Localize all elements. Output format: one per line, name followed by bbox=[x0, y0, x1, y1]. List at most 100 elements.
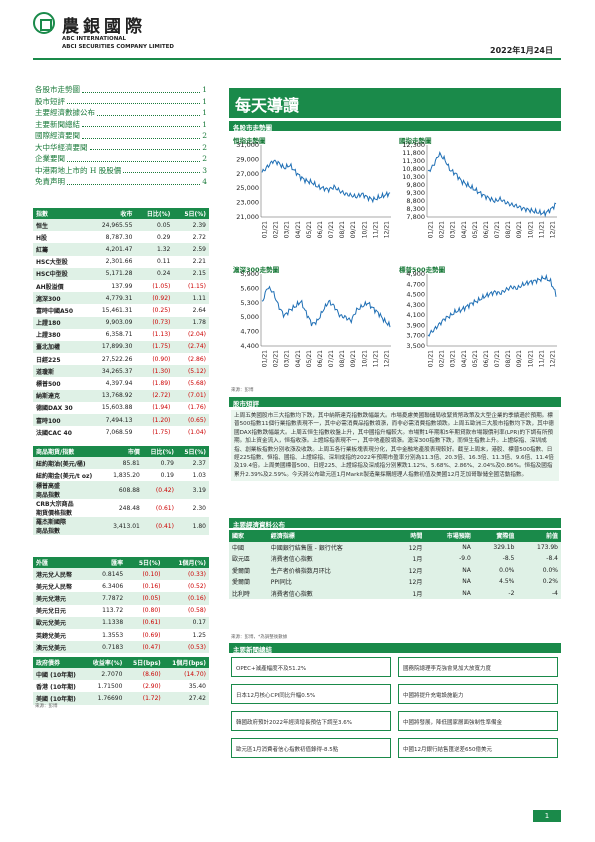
chart-line bbox=[427, 151, 557, 218]
toc-item[interactable]: 國際經濟要聞 2 bbox=[35, 130, 207, 142]
table-cell: 美元兌港元 bbox=[33, 592, 90, 605]
table-cell: 173.9b bbox=[517, 541, 561, 553]
table-cell: 27,522.26 bbox=[101, 355, 133, 363]
table-cell: (5.68) bbox=[187, 380, 206, 388]
table-cell: (2.72) bbox=[135, 389, 174, 402]
toc-item-title: 大中华經濟要聞 bbox=[35, 142, 88, 152]
table-header-row: 外匯 匯率 5日(%) 1個月(%) bbox=[33, 557, 209, 568]
table-row: 德國DAX 30 15,603.88 (1.94) (1.76) bbox=[33, 402, 209, 414]
toc-item-title: 各股市走勢圖 bbox=[35, 85, 80, 94]
table-cell: 消費者信心指數 bbox=[267, 587, 394, 599]
table-row: 臺北加權 17,899.30 (1.75) (2.74) bbox=[33, 340, 209, 354]
table-cell: 恒生 bbox=[33, 219, 89, 232]
table-cell: 歐元區 bbox=[229, 553, 268, 565]
news-item[interactable]: OPEC+減產幅度不及51.2% bbox=[231, 657, 391, 677]
table-cell: (8.60) bbox=[125, 668, 164, 681]
x-tick-label: 08/21 bbox=[339, 350, 346, 367]
table-cell: (0.42) bbox=[142, 481, 177, 500]
chart-csi300: 滬深300走勢圖 5,900 5,600 5,300 5,000 4,700 4,400 01… bbox=[229, 262, 395, 380]
table-row: 富時100 7,494.13 (1.20) (0.65) bbox=[33, 414, 209, 427]
table-cell: (0.90) bbox=[152, 355, 171, 363]
table-row: 英鎊兌美元 1.3553 (0.69) 1.25 bbox=[33, 629, 209, 641]
column-header: 5日(%) bbox=[176, 446, 209, 457]
table-of-contents: 各股市走勢圖 1 股市短評 1 主要經濟數據公布 1 主要新聞總結 1 國際經濟要聞 2 大中华經濟… bbox=[35, 84, 207, 188]
toc-item-title: 企業要聞 bbox=[35, 154, 65, 163]
toc-item-title: 中港兩地上市的 H 股股價 bbox=[35, 165, 122, 175]
column-header: 市價 bbox=[105, 446, 143, 457]
table-cell: 4,201.47 bbox=[88, 243, 136, 256]
table-cell: 3.19 bbox=[176, 481, 209, 500]
header: 農銀國際 ABC INTERNATIONAL ABCI SECURITIES C… bbox=[0, 0, 595, 62]
news-item[interactable]: 中國12月銀行結售匯逆差650億美元 bbox=[398, 738, 558, 758]
x-tick-label: 06/21 bbox=[483, 221, 490, 238]
y-tick-label: 25,000 bbox=[236, 184, 259, 192]
table-row: 美元兌人民幣 6.3406 (0.16) (0.52) bbox=[33, 580, 209, 592]
table-cell: 港元兌人民幣 bbox=[33, 568, 90, 581]
x-tick-label: 12/21 bbox=[384, 350, 391, 367]
table-cell: PPI同比 bbox=[267, 576, 394, 588]
y-tick-label: 4,100 bbox=[406, 311, 425, 319]
toc-item[interactable]: 股市短評 1 bbox=[35, 96, 207, 108]
toc-item[interactable]: 大中华經濟要聞 2 bbox=[35, 142, 207, 154]
table-cell: 羅杰斯國際 商品指數 bbox=[33, 517, 105, 536]
toc-item[interactable]: 各股市走勢圖 1 bbox=[35, 84, 207, 96]
table-row: 美元兌港元 7.7872 (0.05) (0.16) bbox=[33, 592, 209, 605]
toc-item[interactable]: 免責声明 4 bbox=[35, 176, 207, 188]
table-cell: 2.30 bbox=[192, 504, 206, 512]
table-row: 納斯達克 13,768.92 (2.72) (7.01) bbox=[33, 389, 209, 402]
table-cell: 比利時 bbox=[229, 587, 268, 599]
table-cell: 7,068.59 bbox=[105, 428, 133, 436]
table-cell: 2.64 bbox=[192, 306, 206, 314]
y-tick-label: 12,300 bbox=[402, 141, 425, 149]
column-header: 時間 bbox=[393, 530, 426, 542]
company-subname-en: ABCI SECURITIES COMPANY LIMITED bbox=[62, 44, 174, 50]
news-item[interactable]: 日本12月核心CPI同比升幅0.5% bbox=[231, 684, 391, 704]
table-cell: 中國 bbox=[229, 541, 268, 553]
x-tick-label: 12/21 bbox=[384, 221, 391, 238]
news-item[interactable]: 中國將發展，降低國家層面強制性準備金 bbox=[398, 711, 558, 731]
column-header: 前值 bbox=[517, 530, 561, 542]
chart-hsi: 恒指走勢圖 31,000 29,000 27,000 25,000 23,000 21,00… bbox=[229, 133, 395, 251]
table-cell: (1.30) bbox=[135, 365, 174, 378]
table-row: H股 8,787.30 0.29 2.72 bbox=[33, 231, 209, 243]
table-cell: 6,358.71 bbox=[105, 331, 133, 339]
table-cell: 4,397.94 bbox=[105, 380, 133, 388]
toc-item[interactable]: 中港兩地上市的 H 股股價 3 bbox=[35, 165, 207, 177]
table-row: AH股溢價 137.99 (1.05) (1.15) bbox=[33, 280, 209, 292]
news-item[interactable]: 中國將提升充電設施能力 bbox=[398, 684, 558, 704]
table-cell: (0.47) bbox=[126, 641, 164, 654]
table-cell: (2.04) bbox=[187, 331, 206, 339]
toc-item[interactable]: 主要經濟數據公布 1 bbox=[35, 107, 207, 119]
table-cell: 15,461.31 bbox=[101, 306, 133, 314]
column-header: 1個月(bps) bbox=[163, 657, 209, 668]
table-header-row: 國家 經濟指標 時間 市場預期 實際值 前值 bbox=[229, 530, 561, 542]
table-row: 中國 (10年期) 2.7070 (8.60) (14.70) bbox=[33, 668, 209, 681]
table-cell: (1.72) bbox=[125, 692, 164, 705]
table-row: 紐約期金(美元/t oz) 1,835.20 0.19 1.03 bbox=[33, 469, 209, 481]
table-cell: NA bbox=[425, 541, 474, 553]
toc-item[interactable]: 主要新聞總結 1 bbox=[35, 119, 207, 131]
x-tick-label: 10/21 bbox=[527, 221, 534, 238]
table-cell: (0.16) bbox=[163, 592, 209, 605]
y-tick-label: 8,300 bbox=[406, 205, 425, 213]
table-row: 美元兌日元 113.72 (0.80) (0.58) bbox=[33, 605, 209, 617]
toc-item[interactable]: 企業要聞 2 bbox=[35, 153, 207, 165]
chart-line bbox=[427, 273, 557, 337]
table-cell: 8,787.30 bbox=[105, 233, 133, 241]
table-cell: 臺北加權 bbox=[33, 340, 89, 354]
x-tick-label: 03/21 bbox=[284, 221, 291, 238]
y-tick-label: 4,500 bbox=[406, 291, 425, 299]
y-tick-label: 29,000 bbox=[236, 155, 259, 163]
column-header: 1個月(%) bbox=[163, 557, 209, 568]
news-item[interactable]: 歐元區1月消費者信心指數初值錄得-8.5點 bbox=[231, 738, 391, 758]
table-cell: 歐元兌美元 bbox=[33, 616, 90, 629]
table-cell: (2.74) bbox=[173, 340, 209, 354]
news-item[interactable]: 國務院總理李克強會見加大放寬力度 bbox=[398, 657, 558, 677]
table-cell: (1.89) bbox=[152, 380, 171, 388]
table-cell: NA bbox=[425, 564, 474, 576]
table-cell: (0.58) bbox=[187, 607, 206, 615]
table-cell: 愛爾蘭 bbox=[229, 576, 268, 588]
column-header: 實際值 bbox=[473, 530, 518, 542]
table-row: 富時中國A50 15,461.31 (0.25) 2.64 bbox=[33, 304, 209, 316]
news-item[interactable]: 韓國政府預計2022年經濟增長預估下調至3.6% bbox=[231, 711, 391, 731]
